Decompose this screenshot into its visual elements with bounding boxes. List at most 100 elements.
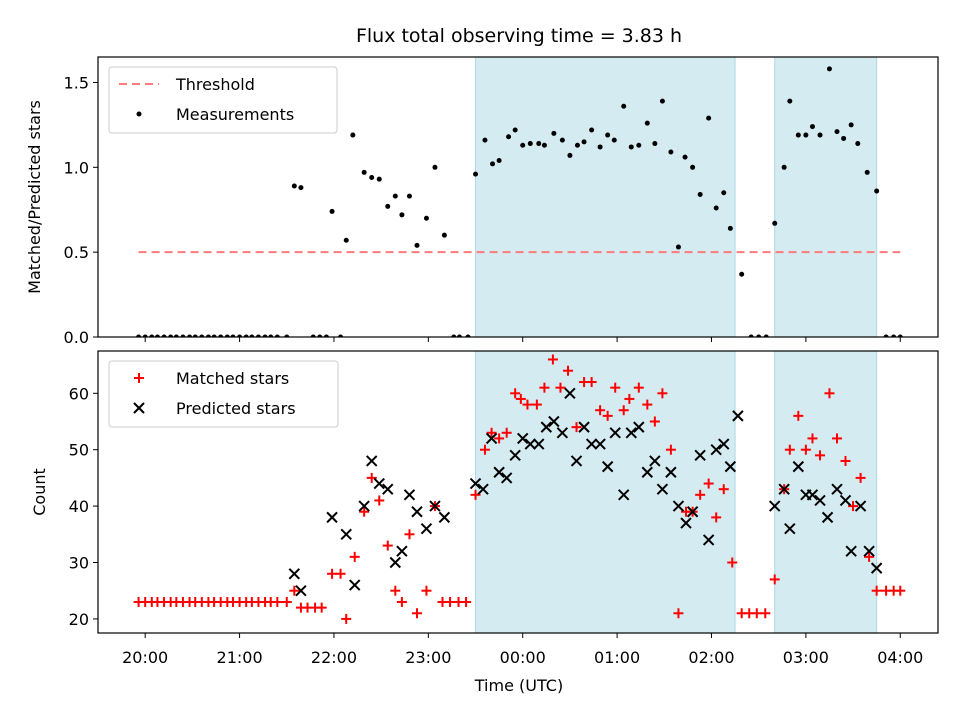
measurement-point (399, 212, 405, 218)
matched-stars-point (855, 472, 866, 483)
measurement-point (652, 141, 658, 147)
measurement-point (136, 334, 142, 337)
x-tick-label: 22:00 (311, 648, 357, 667)
matched-stars-point (657, 388, 668, 399)
measurement-point (423, 215, 429, 221)
predicted-stars-point (724, 460, 737, 473)
matched-stars-point (547, 354, 558, 365)
matched-stars-point (366, 472, 377, 483)
measurement-point (237, 334, 243, 337)
legend: Threshold Measurements (108, 66, 338, 134)
matched-stars-point (751, 608, 762, 619)
measurement-point (180, 334, 186, 337)
matched-stars-point (501, 427, 512, 438)
matched-stars-point (382, 540, 393, 551)
matched-stars-point (695, 489, 706, 500)
measurement-point (168, 334, 174, 337)
y-tick-label: 0.5 (64, 243, 89, 262)
predicted-stars-point (665, 466, 677, 478)
matched-stars-point (470, 489, 481, 500)
measurement-point (230, 334, 236, 337)
matched-stars-point (871, 585, 882, 596)
measurement-point (897, 334, 903, 337)
predicted-stars-point (295, 584, 307, 597)
matched-stars-point (563, 365, 574, 376)
measurement-point (874, 188, 880, 194)
measurement-point (697, 191, 703, 197)
matched-stars-point (673, 608, 684, 619)
predicted-stars-point (821, 511, 834, 524)
matched-stars-point (396, 596, 407, 607)
measurement-point (803, 132, 809, 138)
measurement-point (795, 132, 801, 138)
observing-window (475, 57, 736, 337)
matched-stars-point (602, 410, 613, 421)
matched-stars-point (390, 585, 401, 596)
matched-stars-point (486, 427, 497, 438)
predicted-stars-point (778, 483, 790, 495)
predicted-stars-point (540, 421, 553, 433)
measurement-point (149, 334, 155, 337)
predicted-stars-point (340, 528, 352, 541)
matched-stars-point (461, 596, 472, 607)
predicted-stars-point (618, 489, 630, 501)
matched-stars-point (571, 422, 582, 433)
matched-stars-point (359, 506, 370, 517)
matched-stars-point (515, 393, 526, 404)
predicted-stars-point (366, 455, 378, 467)
observing-window (774, 351, 878, 633)
measurement-point (361, 169, 367, 175)
matched-stars-point (848, 501, 859, 512)
measurement-point (482, 137, 488, 143)
measurement-point (739, 271, 745, 277)
predicted-stars-point (769, 500, 781, 512)
count-panel: 20 30 40 50 60 20:00 21:00 22:00 23:00 00:00 01:00… (69, 350, 939, 667)
predicted-stars-point (288, 568, 301, 580)
y-tick-label: 0.0 (64, 328, 89, 347)
measurement-point (187, 334, 193, 337)
y-tick-label: 50 (69, 441, 89, 460)
plot-area (136, 57, 903, 337)
measurement-point (268, 334, 274, 337)
measurement-point (551, 130, 557, 136)
predicted-stars-point (839, 494, 852, 507)
matched-stars-point (784, 444, 795, 455)
legend-matched-swatch (134, 373, 144, 383)
predicted-stars-point (389, 556, 402, 569)
measurement-point (161, 334, 167, 337)
matched-stars-point (335, 568, 346, 579)
measurement-point (834, 129, 840, 135)
top-ylabel: Matched/Predicted stars (25, 100, 44, 294)
measurement-point (536, 141, 542, 147)
measurement-point (350, 132, 356, 138)
matched-stars-point (374, 495, 385, 506)
x-tick-label: 02:00 (688, 648, 734, 667)
x-tick-label: 04:00 (877, 648, 923, 667)
x-tick-label: 23:00 (405, 648, 451, 667)
predicted-stars-point (469, 477, 482, 490)
legend-measurement-swatch (136, 111, 142, 117)
predicted-stars-point (633, 421, 645, 433)
x-tick-label: 20:00 (122, 648, 168, 667)
measurement-point (756, 334, 762, 337)
y-tick-label: 1.5 (64, 73, 89, 92)
measurement-point (527, 141, 533, 147)
measurement-point (142, 334, 148, 337)
matched-stars-point (289, 585, 300, 596)
predicted-stars-point (485, 432, 498, 445)
predicted-stars-point (564, 387, 576, 400)
measurement-point (520, 142, 526, 148)
predicted-stars-point (806, 489, 819, 501)
matched-stars-point (421, 585, 432, 596)
measurement-point (682, 154, 688, 160)
measurement-point (567, 152, 573, 158)
matched-stars-point (404, 529, 415, 540)
measurement-point (675, 244, 681, 250)
predicted-stars-point (702, 534, 715, 546)
legend-label: Predicted stars (176, 399, 296, 418)
measurement-point (284, 334, 290, 337)
matched-stars-point (341, 613, 352, 624)
matched-stars-point (281, 596, 292, 607)
measurement-point (559, 137, 565, 143)
